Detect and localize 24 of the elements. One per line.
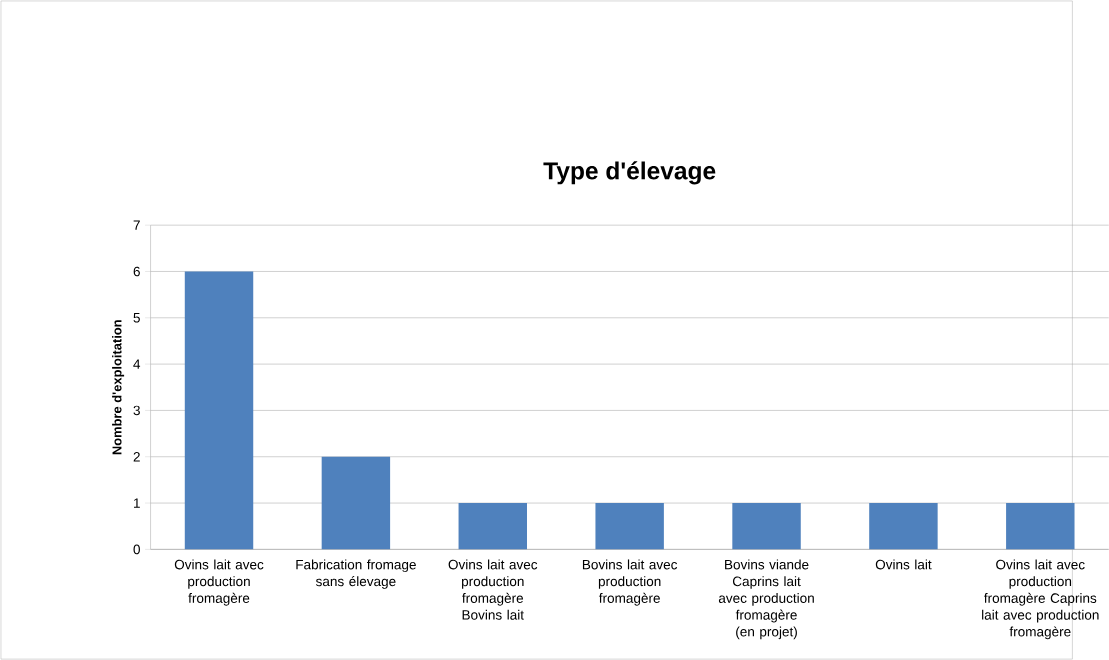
x-tick-label: Ovins lait [875, 559, 932, 570]
bar [321, 456, 391, 550]
chart-title: Type d'élevage [543, 161, 716, 185]
x-tick-label: Bovins viande Caprins lait avec production fromagère (en projet) [718, 559, 814, 640]
y-tick-label: 5 [133, 313, 140, 323]
bar [184, 271, 254, 550]
y-tick-label: 3 [133, 405, 140, 416]
y-axis-title: Nombre d'exploitation [112, 320, 125, 455]
x-tick-label: Bovins lait avec production fromagère [582, 559, 678, 606]
y-tick-label: 7 [133, 220, 140, 230]
y-tick-label: 6 [133, 266, 140, 277]
y-tick-label: 2 [133, 451, 140, 462]
y-tick-label: 4 [133, 359, 141, 369]
x-tick-label: Ovins lait avec production fromagère Bovins lait [448, 559, 538, 620]
bar [458, 503, 527, 550]
y-tick-label: 0 [133, 544, 140, 555]
bar [869, 503, 938, 550]
bar [595, 503, 664, 550]
bar [732, 503, 801, 550]
x-tick-label: Fabrication fromage sans élevage [296, 559, 416, 589]
y-tick-label: 1 [134, 498, 140, 508]
bar [1006, 503, 1075, 550]
x-tick-label: Ovins lait avec production fromagère Caprins lait avec production fromagère [982, 559, 1099, 640]
x-tick-label: Ovins lait avec production fromagère [174, 559, 264, 606]
